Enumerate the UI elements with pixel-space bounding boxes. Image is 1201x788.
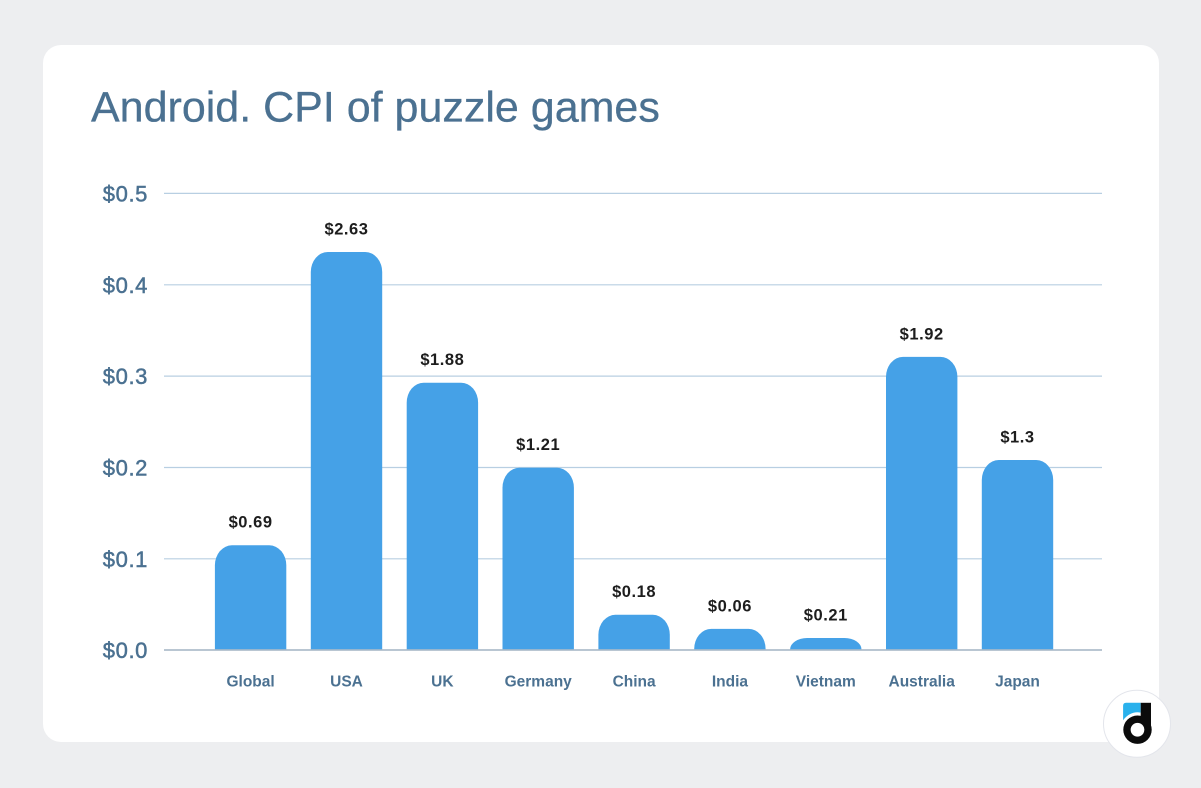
svg-text:Japan: Japan: [995, 674, 1040, 691]
svg-text:$2.63: $2.63: [324, 220, 368, 238]
svg-text:India: India: [712, 674, 749, 691]
svg-text:Android. CPI of puzzle games: Android. CPI of puzzle games: [91, 84, 660, 132]
svg-text:$1.3: $1.3: [1000, 428, 1034, 446]
svg-text:$0.06: $0.06: [708, 597, 752, 615]
svg-text:$0.1: $0.1: [103, 547, 148, 572]
svg-text:China: China: [613, 674, 656, 691]
svg-text:Germany: Germany: [505, 674, 573, 691]
svg-text:Vietnam: Vietnam: [796, 674, 856, 691]
svg-text:Australia: Australia: [889, 674, 956, 691]
svg-text:$1.92: $1.92: [900, 325, 944, 343]
svg-text:$0.0: $0.0: [103, 638, 148, 663]
svg-text:$0.2: $0.2: [103, 456, 148, 481]
svg-text:USA: USA: [330, 674, 363, 691]
svg-text:UK: UK: [431, 674, 454, 691]
svg-text:$0.5: $0.5: [103, 181, 148, 206]
svg-text:$0.21: $0.21: [804, 606, 848, 624]
svg-text:$1.88: $1.88: [420, 351, 464, 369]
svg-text:$0.3: $0.3: [103, 364, 148, 389]
svg-text:$1.21: $1.21: [516, 436, 560, 454]
svg-text:$0.18: $0.18: [612, 583, 656, 601]
svg-text:$0.69: $0.69: [229, 514, 273, 532]
svg-text:$0.4: $0.4: [103, 273, 148, 298]
svg-text:Global: Global: [226, 674, 274, 691]
